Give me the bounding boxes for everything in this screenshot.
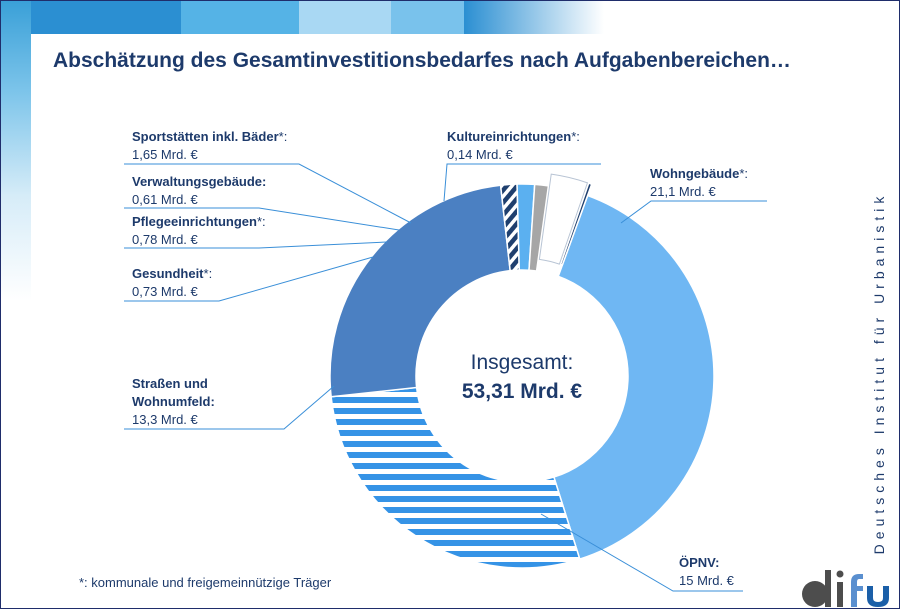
footnote: *: kommunale und freigemeinnützige Träge… (79, 575, 332, 590)
label-value-gesundheit: 0,73 Mrd. € (132, 284, 199, 299)
header-bar-3 (299, 1, 391, 34)
leader-line-verwaltung (124, 207, 400, 231)
label-name-strassen-1: Straßen und (132, 376, 208, 391)
slice-kultur (559, 182, 593, 267)
label-value-verwaltung: 0,61 Mrd. € (132, 192, 199, 207)
label-value-pflege: 0,78 Mrd. € (132, 232, 199, 247)
leader-line-kultur (443, 163, 601, 202)
label-value-sport: 1,65 Mrd. € (132, 147, 199, 162)
leader-line-gesundheit (124, 256, 374, 302)
label-value-oepnv: 15 Mrd. € (679, 573, 735, 588)
slice-wohngebaeude (552, 194, 715, 561)
leader-line-strassen (124, 385, 335, 430)
page-title: Abschätzung des Gesamtinvestitionsbedarf… (53, 49, 791, 72)
center-label: Insgesamt: (471, 351, 574, 374)
label-star-pflege: *: (257, 214, 266, 229)
header-bar-2 (181, 1, 299, 34)
header-bar-4 (391, 1, 464, 34)
difu-logo (802, 570, 889, 607)
header-bar-1 (31, 1, 181, 34)
label-name-oepnv: ÖPNV: (679, 555, 719, 570)
label-name-strassen-2: Wohnumfeld: (132, 394, 215, 409)
label-star-sport: *: (279, 129, 288, 144)
center-value: 53,31 Mrd. € (462, 380, 583, 403)
label-name-gesundheit: Gesundheit*: (132, 266, 212, 281)
label-name-kultur: Kultureinrichtungen*: (447, 129, 580, 144)
slice-strassen (329, 184, 512, 398)
label-value-kultur: 0,14 Mrd. € (447, 147, 514, 162)
label-name-sport: Sportstätten inkl. Bäder*: (132, 129, 287, 144)
label-name-pflege: Pflegeeinrichtungen*: (132, 214, 266, 229)
label-value-wohngebaeude: 21,1 Mrd. € (650, 184, 717, 199)
label-star-wohngebaeude: *: (739, 166, 748, 181)
slice-oepnv (330, 386, 581, 569)
left-accent-band (1, 1, 31, 301)
slice-verwaltung (528, 183, 550, 272)
label-star-kultur: *: (571, 129, 580, 144)
label-name-verwaltung: Verwaltungsgebäude: (132, 174, 266, 189)
label-name-wohngebaeude: Wohngebäude*: (650, 166, 748, 181)
header-bar-5 (464, 1, 604, 34)
side-brand-text: Deutsches Institut für Urbanistik (871, 191, 887, 555)
label-star-gesundheit: *: (204, 266, 213, 281)
slice-sport (538, 173, 589, 265)
leader-line-sport (124, 163, 412, 224)
leader-line-pflege (124, 241, 388, 249)
label-value-strassen: 13,3 Mrd. € (132, 412, 199, 427)
leader-line-wohngebaeude (620, 200, 767, 224)
leader-line-oepnv (540, 513, 743, 592)
